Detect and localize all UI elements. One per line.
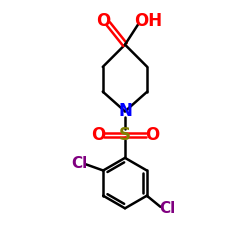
Text: O: O — [145, 126, 159, 144]
Text: N: N — [118, 102, 132, 120]
Text: O: O — [91, 126, 105, 144]
Text: OH: OH — [134, 12, 162, 30]
Text: S: S — [119, 126, 131, 144]
Text: O: O — [96, 12, 110, 30]
Text: Cl: Cl — [71, 156, 87, 170]
Text: Cl: Cl — [159, 200, 176, 216]
